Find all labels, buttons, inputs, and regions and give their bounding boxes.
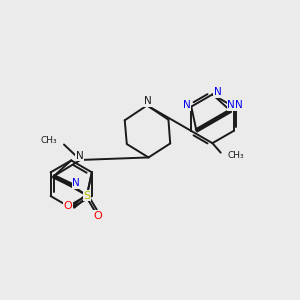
Text: N: N <box>235 100 243 110</box>
Text: N: N <box>76 151 84 161</box>
Text: N: N <box>214 87 222 97</box>
Text: N: N <box>144 96 152 106</box>
Text: N: N <box>72 178 80 188</box>
Text: S: S <box>83 190 90 200</box>
Text: CH₃: CH₃ <box>41 136 57 146</box>
Text: N: N <box>227 100 235 110</box>
Text: CH₃: CH₃ <box>227 151 244 160</box>
Text: O: O <box>64 201 73 211</box>
Text: O: O <box>93 211 102 221</box>
Text: N: N <box>183 100 191 110</box>
